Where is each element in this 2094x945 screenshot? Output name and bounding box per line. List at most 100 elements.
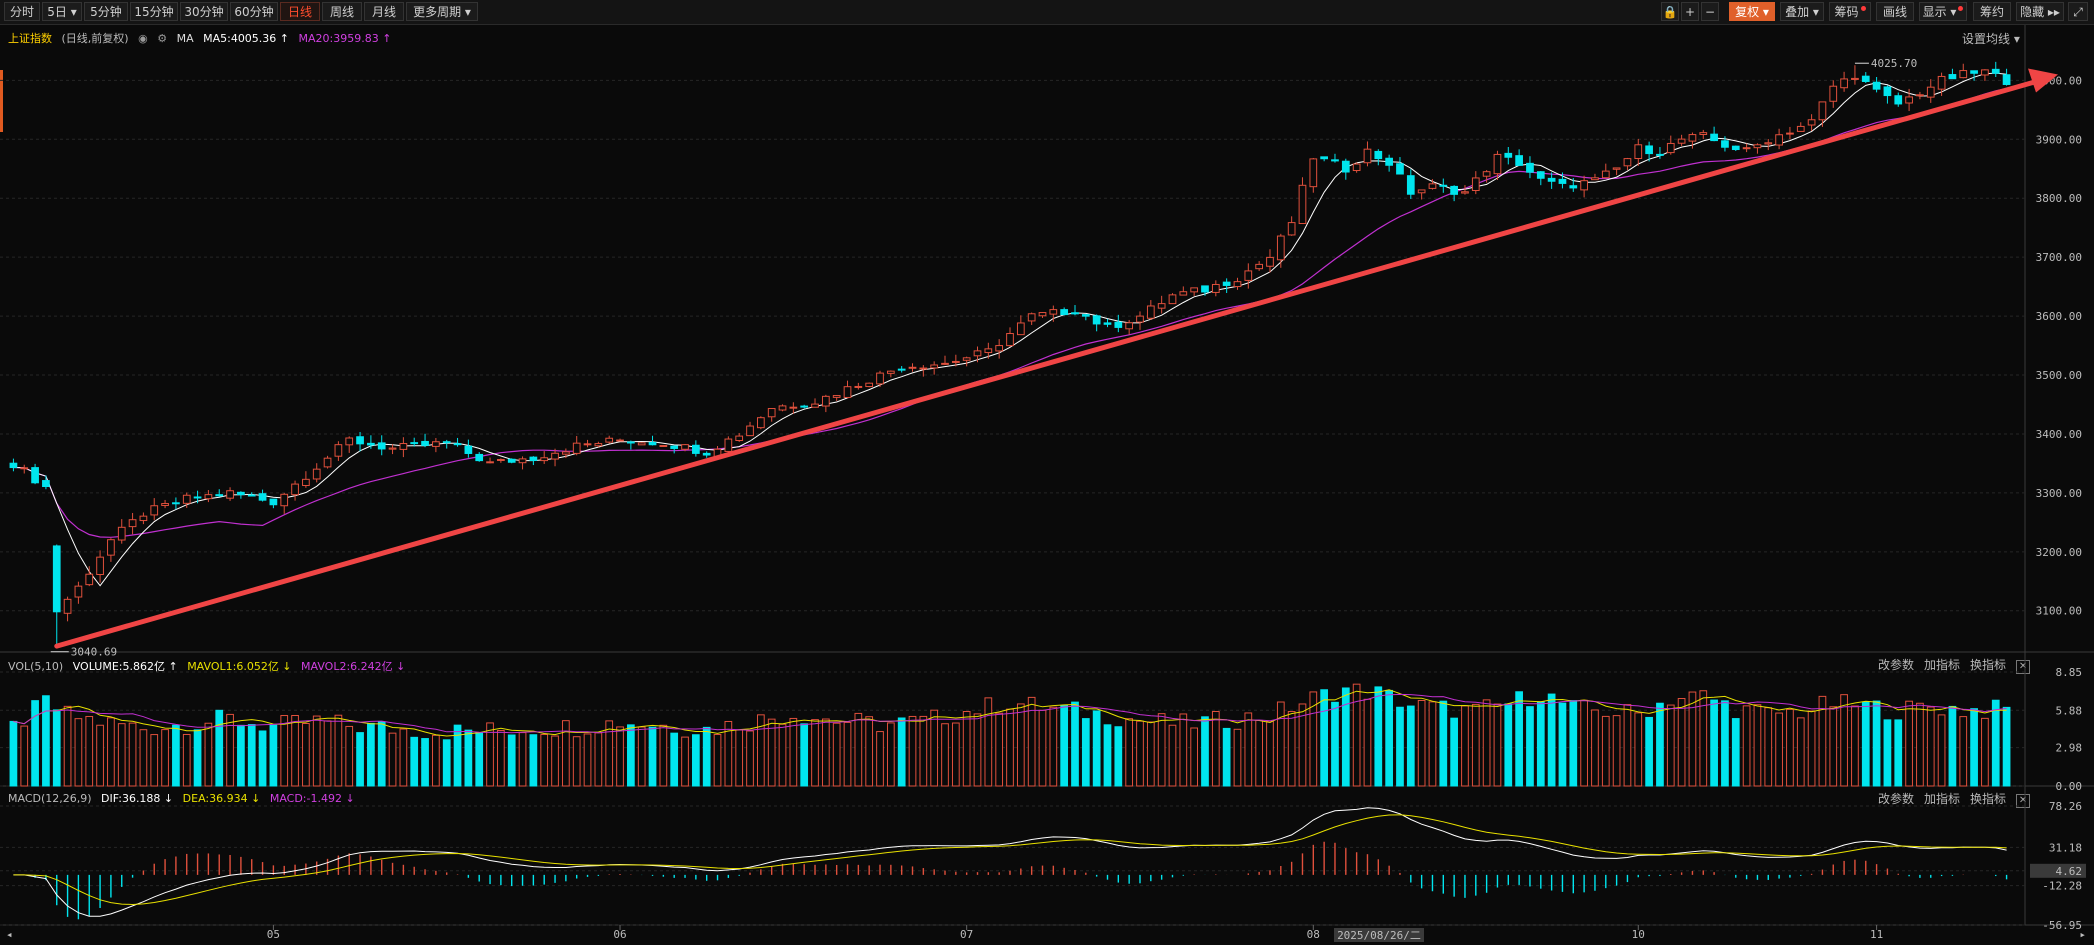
candle-body [572, 442, 581, 454]
chouma-button[interactable]: 筹码 [1829, 2, 1871, 21]
macd-switch-indicator[interactable]: 换指标 [1970, 792, 2007, 806]
candle-body [1742, 147, 1751, 150]
low-label: 3040.69 [71, 646, 117, 659]
candle-body [648, 441, 657, 446]
mavol2-value: MAVOL2:6.242亿 ↓ [301, 660, 406, 673]
period-tab-9[interactable]: 更多周期 ▾ [406, 2, 478, 21]
candle-body [1374, 150, 1383, 160]
candle-body [1623, 158, 1632, 167]
chouma2-button[interactable]: 筹约 [1973, 2, 2011, 21]
volume-bar [1298, 703, 1307, 787]
macd-edit-params[interactable]: 改参数 [1878, 792, 1915, 806]
period-tab-8[interactable]: 月线 [364, 2, 404, 21]
vol-switch-indicator[interactable]: 换指标 [1970, 658, 2007, 672]
volume-bar [421, 738, 429, 787]
period-tab-5[interactable]: 60分钟 [230, 2, 278, 21]
draw-line-button[interactable]: 画线 [1876, 2, 1914, 21]
volume-bar [85, 715, 94, 787]
ma-label: MA [176, 32, 194, 45]
candle-body [789, 406, 798, 409]
candle-body [1417, 189, 1426, 194]
candle-body [594, 443, 603, 447]
x-tick-label: 08 [1307, 928, 1320, 941]
candle-body [919, 367, 928, 370]
candle-body [1981, 69, 1989, 76]
candle-body [52, 545, 61, 613]
candle-body [562, 451, 570, 455]
candle-body [529, 456, 538, 461]
set-ma-link[interactable]: 设置均线 ▾ [1962, 32, 2020, 46]
candle-body [1396, 163, 1404, 175]
vol-edit-params[interactable]: 改参数 [1878, 658, 1915, 672]
vol-close-icon[interactable]: ✕ [2016, 660, 2031, 674]
hide-button[interactable]: 隐藏 ▸▸ [2016, 2, 2064, 21]
x-tick-label: 10 [1632, 928, 1645, 941]
macd-y-tick-label: 78.26 [2049, 800, 2082, 813]
candle-body [627, 441, 635, 444]
candle-body [1406, 175, 1415, 195]
vol-y-tick-label: 5.88 [2056, 704, 2083, 717]
eye-icon[interactable]: ◉ [138, 32, 148, 45]
volume-bar [1623, 704, 1632, 787]
candle-body [85, 573, 94, 586]
period-tab-3[interactable]: 15分钟 [130, 2, 178, 21]
candle-body [1515, 155, 1523, 166]
macd-y-tick-label: 31.18 [2049, 841, 2082, 854]
candle-body [800, 405, 809, 408]
volume-bar [529, 734, 538, 787]
fuquan-button[interactable]: 复权 ▾ [1729, 2, 1775, 21]
vol-add-indicator[interactable]: 加指标 [1924, 658, 1961, 672]
macd-close-icon[interactable]: ✕ [2016, 794, 2031, 808]
volume-bar [1309, 691, 1318, 787]
candle-body [843, 386, 852, 398]
period-tab-0[interactable]: 分时 [4, 2, 40, 21]
period-tab-6[interactable]: 日线 [280, 2, 320, 21]
volume-bar [876, 731, 884, 787]
volume-bar [1818, 695, 1827, 787]
volume-bar [334, 714, 343, 787]
volume-bar [789, 717, 798, 787]
candle-body [1991, 68, 2000, 74]
period-tab-4[interactable]: 30分钟 [180, 2, 228, 21]
volume-bar [724, 720, 733, 787]
lock-button[interactable]: 🔒 [1661, 2, 1679, 21]
expand-icon[interactable]: ⤢ [2068, 2, 2088, 21]
volume-bar [865, 716, 874, 787]
candle-body [1179, 291, 1188, 296]
display-button[interactable]: 显示 ▾ [1919, 2, 1967, 21]
zoom-out-button[interactable]: − [1701, 2, 1719, 21]
volume-bar [1417, 699, 1426, 787]
volume-bar [63, 705, 72, 787]
gear-icon[interactable]: ⚙ [157, 32, 168, 45]
candle-body [1731, 145, 1740, 151]
volume-bar [1406, 705, 1415, 787]
macd-add-indicator[interactable]: 加指标 [1924, 792, 1961, 806]
volume-bar [1287, 711, 1296, 787]
candle-body [1753, 144, 1762, 149]
candle-body [486, 461, 494, 464]
scroll-left-icon: ◂ [6, 928, 13, 941]
volume-bar [280, 715, 289, 787]
candle-body [1786, 132, 1794, 135]
candle-body [107, 539, 115, 556]
volume-bar [843, 721, 852, 787]
volume-bar [367, 722, 375, 787]
period-tab-2[interactable]: 5分钟 [84, 2, 128, 21]
vol-legend: VOL(5,10) VOLUME:5.862亿 ↑ MAVOL1:6.052亿 … [8, 658, 411, 674]
volume-bar [1060, 705, 1069, 787]
candle-body [1959, 70, 1968, 79]
candle-body [410, 442, 419, 445]
candle-body [356, 436, 364, 445]
candle-body [1298, 184, 1307, 225]
period-tab-1[interactable]: 5日 ▾ [42, 2, 82, 21]
x-tick-label: 05 [267, 928, 280, 941]
candle-body [1201, 285, 1209, 293]
overlay-button[interactable]: 叠加 ▾ [1780, 2, 1824, 21]
period-tab-7[interactable]: 周线 [322, 2, 362, 21]
volume-bar [1331, 701, 1339, 787]
candle-body [1276, 235, 1285, 261]
zoom-in-button[interactable]: + [1681, 2, 1699, 21]
dif-value: DIF:36.188 ↓ [101, 792, 174, 805]
volume-bar [1981, 717, 1989, 787]
